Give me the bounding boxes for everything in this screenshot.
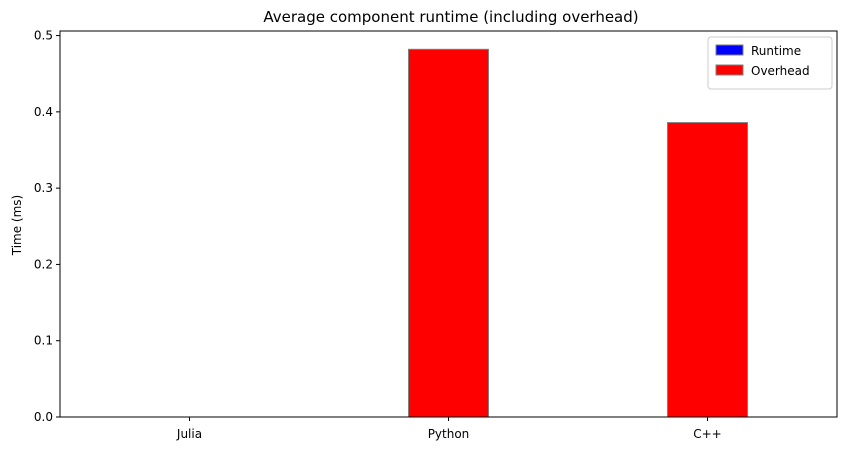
y-tick-label: 0.3 bbox=[34, 181, 53, 195]
y-tick-label: 0.1 bbox=[34, 334, 53, 348]
y-tick-label: 0.2 bbox=[34, 257, 53, 271]
legend-swatch-runtime bbox=[715, 44, 744, 56]
y-tick-label: 0.0 bbox=[34, 410, 53, 424]
x-tick-label: Python bbox=[428, 427, 470, 441]
bar-overhead-2 bbox=[667, 122, 748, 418]
y-tick-label: 0.4 bbox=[34, 105, 53, 119]
y-tick-label: 0.5 bbox=[34, 29, 53, 43]
legend-label-overhead: Overhead bbox=[751, 64, 810, 78]
x-tick-label: C++ bbox=[693, 427, 722, 441]
y-axis-label: Time (ms) bbox=[10, 195, 24, 257]
bar-overhead-1 bbox=[408, 48, 489, 418]
chart-title: Average component runtime (including ove… bbox=[263, 8, 638, 26]
legend-label-runtime: Runtime bbox=[751, 44, 801, 58]
legend-swatch-overhead bbox=[715, 64, 744, 76]
legend: Runtime Overhead bbox=[707, 36, 833, 90]
x-tick-label: Julia bbox=[176, 427, 202, 441]
plot-frame bbox=[59, 30, 838, 418]
plot-area: Julia Python C++ 0.0 0.1 0.2 0.3 0.4 0.5 bbox=[34, 29, 838, 441]
